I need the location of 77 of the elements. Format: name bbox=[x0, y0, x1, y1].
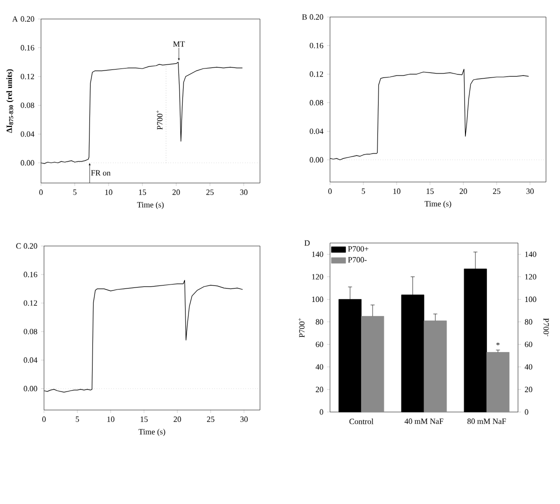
bar bbox=[424, 320, 447, 412]
y-tick-label: 40 bbox=[316, 364, 324, 370]
x-tick-label: 10 bbox=[393, 188, 400, 194]
bar bbox=[486, 352, 510, 412]
x-tick-label: 20 bbox=[172, 190, 180, 195]
y-tick-label: 0.08 bbox=[24, 328, 38, 334]
x-tick-label: 15 bbox=[426, 188, 434, 194]
x-axis-title: Time (s) bbox=[138, 428, 166, 436]
x-tick-label: Control bbox=[349, 418, 374, 424]
y2-tick-label: 0 bbox=[524, 409, 528, 415]
legend-label: P700+ bbox=[348, 246, 368, 252]
x-tick-label: 20 bbox=[174, 416, 182, 422]
annotation: MT bbox=[173, 41, 185, 47]
x-tick-label: 40 mM NaF bbox=[404, 418, 444, 424]
y2-tick-label: 40 bbox=[524, 364, 532, 370]
y-tick-label: 0.08 bbox=[20, 102, 34, 108]
y-tick-label: 120 bbox=[312, 274, 324, 280]
legend-label: P700- bbox=[348, 257, 367, 262]
y-axis-title: ΔI$_{875-830}$ (rel units) bbox=[6, 69, 14, 133]
y-tick-label: 0.04 bbox=[20, 131, 34, 137]
chart-title: B bbox=[302, 14, 307, 20]
y-tick-label: 60 bbox=[316, 342, 324, 348]
y-tick-label: 0.08 bbox=[310, 100, 324, 106]
y2-tick-label: 120 bbox=[525, 274, 536, 280]
x-tick-label: 5 bbox=[362, 188, 366, 194]
chart-title: A bbox=[12, 16, 18, 22]
x-tick-label: 10 bbox=[107, 416, 114, 422]
x-tick-label: 30 bbox=[240, 416, 248, 422]
x-tick-label: 20 bbox=[460, 188, 468, 194]
x-tick-label: 0 bbox=[328, 188, 332, 194]
y2-tick-label: 20 bbox=[524, 386, 532, 392]
y-tick-label: 0.12 bbox=[20, 74, 34, 80]
x-tick-label: 10 bbox=[105, 190, 112, 195]
y2-tick-label: 80 bbox=[524, 319, 532, 325]
y-tick-label: 0.16 bbox=[20, 45, 34, 50]
y-tick-label: 0.00 bbox=[310, 157, 324, 163]
x-tick-label: 5 bbox=[73, 190, 76, 195]
y-tick-label: 0.12 bbox=[310, 71, 324, 77]
y-tick-label: 0.16 bbox=[310, 42, 324, 48]
y-tick-label: 0.12 bbox=[24, 300, 38, 306]
y-tick-label: 80 bbox=[316, 319, 324, 325]
x-tick-label: 5 bbox=[76, 416, 80, 422]
x-axis-title: Time (s) bbox=[137, 202, 164, 210]
x-tick-label: 0 bbox=[39, 190, 43, 195]
y2-tick-label: 60 bbox=[524, 342, 532, 348]
x-tick-label: 30 bbox=[526, 188, 534, 194]
y-tick-label: 20 bbox=[316, 386, 324, 392]
y-tick-label: 0.00 bbox=[20, 160, 34, 166]
y2-tick-label: 140 bbox=[525, 252, 536, 257]
y-tick-label: 0.04 bbox=[310, 128, 324, 134]
annotation: * bbox=[496, 342, 500, 346]
y2-axis-title: P700$^{-}$ bbox=[543, 318, 549, 336]
y-tick-label: 0.20 bbox=[20, 16, 34, 22]
chart-title: C bbox=[16, 243, 21, 249]
chart-title: D bbox=[304, 240, 310, 246]
annotation: FR on bbox=[91, 170, 111, 176]
y2-tick-label: 100 bbox=[525, 296, 536, 302]
ref-line-label: P700$^{+}$ bbox=[156, 110, 163, 130]
y-tick-label: 140 bbox=[312, 252, 324, 257]
x-tick-label: 0 bbox=[42, 416, 46, 422]
y-tick-label: 0.04 bbox=[24, 357, 38, 363]
x-axis-title: Time (s) bbox=[424, 200, 452, 208]
x-tick-label: 30 bbox=[240, 190, 248, 195]
y-tick-label: 0.20 bbox=[24, 243, 38, 249]
y-tick-label: 0 bbox=[320, 409, 324, 415]
y-tick-label: 0.20 bbox=[310, 14, 324, 20]
x-tick-label: 15 bbox=[139, 190, 146, 195]
y-tick-label: 0.16 bbox=[24, 272, 38, 278]
y-tick-label: 100 bbox=[312, 296, 324, 302]
x-tick-label: 80 mM NaF bbox=[467, 418, 506, 424]
y-tick-label: 0.00 bbox=[24, 386, 38, 392]
y-axis-title: P700$^{+}$ bbox=[298, 318, 305, 338]
x-tick-label: 25 bbox=[493, 188, 500, 194]
bar bbox=[361, 316, 384, 412]
x-tick-label: 25 bbox=[206, 190, 214, 195]
x-tick-label: 15 bbox=[140, 416, 148, 422]
x-tick-label: 25 bbox=[207, 416, 214, 422]
